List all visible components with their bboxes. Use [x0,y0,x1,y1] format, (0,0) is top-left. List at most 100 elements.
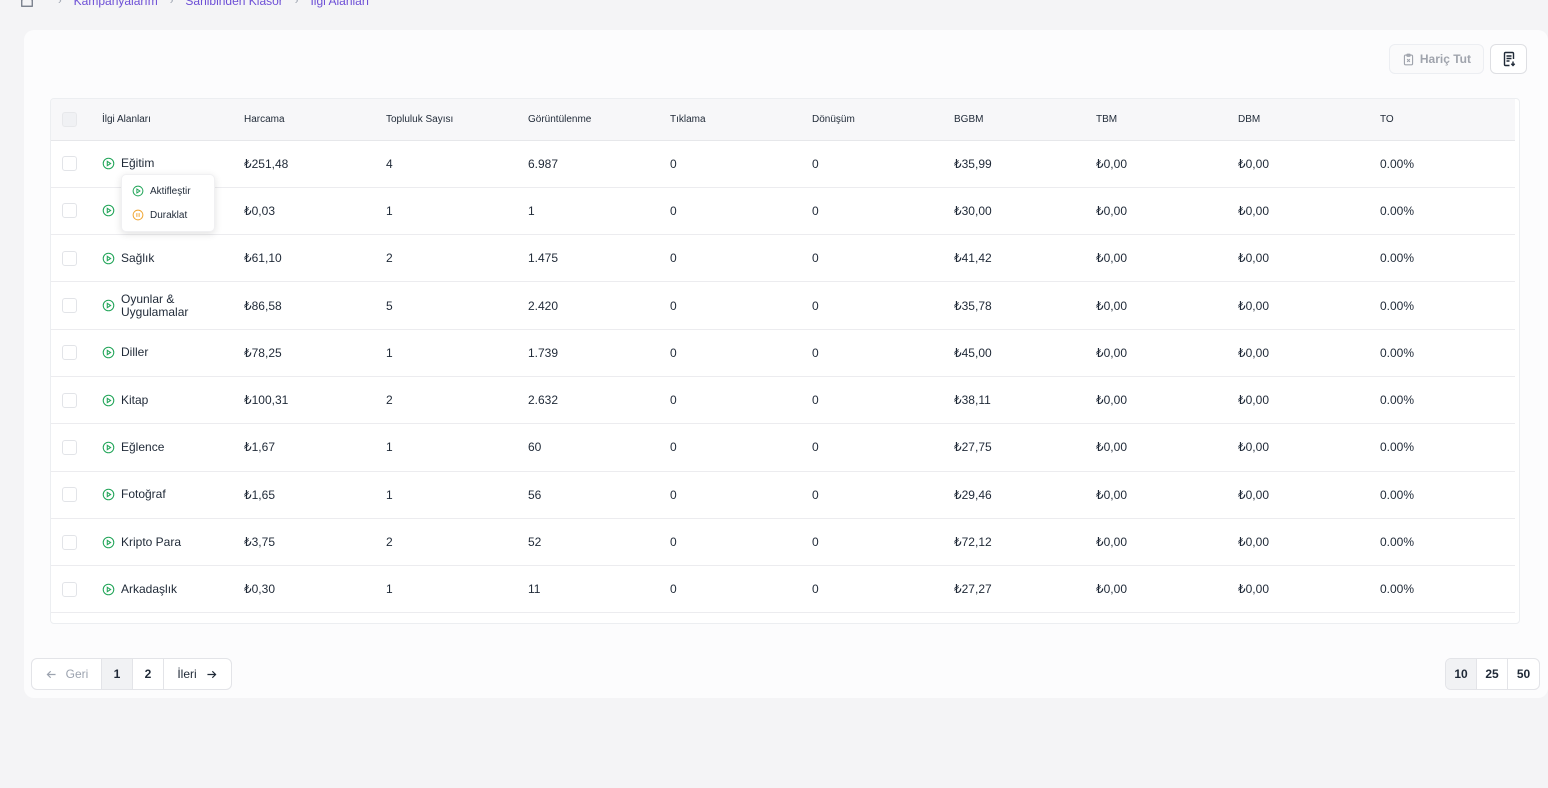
exclude-button[interactable]: Hariç Tut [1388,44,1484,74]
play-circle-icon [132,185,144,197]
cell-tbm: ₺0,00 [1096,487,1127,502]
row-checkbox[interactable] [62,439,77,455]
interest-cell: Arkadaşlık [102,582,244,596]
report-download-button[interactable] [1490,44,1527,74]
pause-circle-icon [132,209,144,221]
play-circle-icon[interactable] [102,157,115,170]
cell-bgbm: ₺45,00 [954,345,992,360]
page-size-25[interactable]: 25 [1477,659,1508,689]
row-checkbox[interactable] [62,250,77,266]
row-checkbox[interactable] [62,392,77,408]
play-circle-icon[interactable] [102,299,115,312]
table-row[interactable]: Eğitim ₺251,48 4 6.987 0 0 ₺35,99 ₺0,00 ₺0,00 0.0… [51,140,1515,188]
cell-dbm: ₺0,00 [1238,345,1269,360]
status-menu-pause-label: Duraklat [150,209,188,221]
row-checkbox[interactable] [62,156,77,172]
row-checkbox[interactable] [62,203,77,219]
cell-tbm: ₺0,00 [1096,582,1127,597]
interest-cell: Eğitim [102,157,244,170]
cell-impressions: 2.632 [528,393,559,408]
cell-conversions: 0 [812,535,819,550]
cell-bgbm: ₺38,11 [954,393,991,408]
cell-impressions: 11 [528,582,541,597]
breadcrumb-folder[interactable]: Sahibinden Klasör [185,0,283,8]
cell-bgbm: ₺72,12 [954,535,992,550]
table-header-row: İlgi Alanları Harcama Topluluk Sayısı Gö… [51,99,1515,140]
cell-dbm: ₺0,00 [1238,251,1269,266]
cell-spend: ₺0,03 [244,203,275,218]
cell-audience-count: 1 [386,582,393,597]
cell-bgbm: ₺35,78 [954,298,992,313]
column-header-clicks[interactable]: Tıklama [670,113,706,125]
table-row[interactable]: Diller ₺78,25 1 1.739 0 0 ₺45,00 ₺0,00 ₺0,00 0.00… [51,329,1515,377]
interest-name: Eğlence [121,439,165,454]
cell-dbm: ₺0,00 [1238,298,1269,313]
cell-conversions: 0 [812,203,819,218]
cell-spend: ₺61,10 [244,251,282,266]
column-header-impressions[interactable]: Görüntülenme [528,113,592,125]
cell-audience-count: 2 [386,251,393,266]
cell-spend: ₺86,58 [244,298,282,313]
select-all-checkbox[interactable] [62,111,77,127]
cell-clicks: 0 [670,156,677,171]
interest-name: Eğitim [121,156,155,171]
column-header-audience-count[interactable]: Topluluk Sayısı [386,113,454,125]
row-checkbox[interactable] [62,487,77,503]
play-circle-icon[interactable] [102,346,115,359]
play-circle-icon[interactable] [102,488,115,501]
pagination-page-2[interactable]: 2 [133,659,164,689]
play-circle-icon[interactable] [102,441,115,454]
cell-to: 0.00% [1380,156,1415,171]
table-row[interactable]: Kitap ₺100,31 2 2.632 0 0 ₺38,11 ₺0,00 ₺0,00 0.00… [51,376,1515,424]
status-menu-activate[interactable]: Aktifleştir [132,179,204,203]
column-header-bgbm[interactable]: BGBM [954,113,984,125]
interest-cell: Diller [102,346,244,359]
table-row[interactable]: ₺0,03 1 1 0 0 ₺30,00 ₺0,00 ₺0,00 0.00% [51,187,1515,235]
cell-audience-count: 1 [386,440,393,455]
breadcrumb-campaigns[interactable]: Kampanyalarım [73,0,158,8]
arrow-left-icon [46,670,56,678]
cell-audience-count: 1 [386,487,393,502]
page-size-10[interactable]: 10 [1446,659,1477,689]
pagination-prev-button[interactable]: Geri [32,659,102,689]
row-checkbox[interactable] [62,298,77,314]
play-circle-icon[interactable] [102,204,115,217]
interest-name: Kitap [121,392,149,407]
pagination-page-1[interactable]: 1 [102,659,133,689]
pagination-next-button[interactable]: İleri [164,659,231,689]
table-row[interactable]: Sağlık ₺61,10 2 1.475 0 0 ₺41,42 ₺0,00 ₺0,00 0.00… [51,235,1515,282]
cell-bgbm: ₺27,27 [954,582,992,597]
play-circle-icon[interactable] [102,394,115,407]
cell-spend: ₺251,48 [244,156,289,171]
play-circle-icon[interactable] [102,252,115,265]
row-checkbox[interactable] [62,581,77,597]
breadcrumb-interests[interactable]: İlgi Alanları [310,0,370,8]
table-row[interactable]: Kripto Para ₺3,75 2 52 0 0 ₺72,12 ₺0,00 ₺0,00 0.0… [51,518,1515,566]
cell-spend: ₺1,65 [244,487,275,502]
cell-impressions: 52 [528,535,542,550]
table-row[interactable]: Eğlence ₺1,67 1 60 0 0 ₺27,75 ₺0,00 ₺0,00 0.00% [51,424,1515,472]
column-header-to[interactable]: TO [1380,113,1394,125]
status-menu-pause[interactable]: Duraklat [132,203,204,227]
cell-spend: ₺78,25 [244,345,282,360]
column-header-tbm[interactable]: TBM [1096,113,1118,125]
play-circle-icon[interactable] [102,583,115,596]
cell-to: 0.00% [1380,487,1415,502]
column-header-dbm[interactable]: DBM [1238,113,1261,125]
row-checkbox[interactable] [62,345,77,361]
play-circle-icon[interactable] [102,536,115,549]
page-size-50[interactable]: 50 [1516,667,1531,681]
table-row[interactable]: Arkadaşlık ₺0,30 1 11 0 0 ₺27,27 ₺0,00 ₺0,00 0.00… [51,566,1515,613]
column-header-spend[interactable]: Harcama [244,113,285,125]
cell-conversions: 0 [812,298,819,313]
table-row[interactable]: Fotoğraf ₺1,65 1 56 0 0 ₺29,46 ₺0,00 ₺0,00 0.00% [51,471,1515,519]
column-header-interests[interactable]: İlgi Alanları [102,113,151,125]
column-header-conversions[interactable]: Dönüşüm [812,113,855,125]
interest-name: Oyunlar & Uygulamalar [121,291,189,319]
row-checkbox[interactable] [62,534,77,550]
cell-spend: ₺0,30 [244,582,275,597]
status-menu: Aktifleştir Duraklat [121,174,215,232]
cell-conversions: 0 [812,251,819,266]
table-row[interactable]: Oyunlar & Uygulamalar ₺86,58 5 2.420 0 0 ₺35,7… [51,282,1515,330]
home-icon[interactable] [20,0,34,8]
